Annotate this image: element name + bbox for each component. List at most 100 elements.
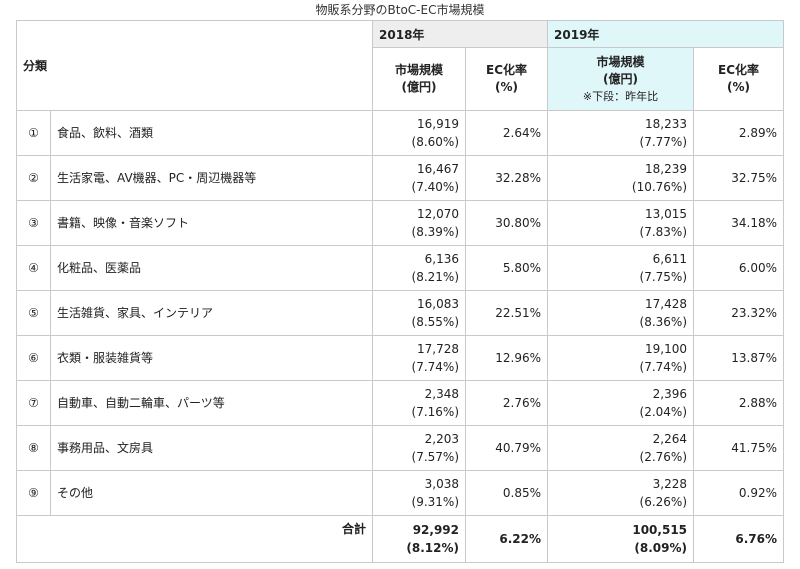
yoy-growth: (7.75%) (639, 270, 688, 284)
ec-rate-2018: 2.76% (465, 380, 549, 426)
row-number: ⑦ (16, 380, 51, 426)
market-size-label: 市場規模 (596, 54, 645, 69)
ec-rate-2019: 13.87% (693, 335, 785, 381)
value: 17,428 (645, 297, 688, 311)
row-number: ① (16, 110, 51, 156)
value: 18,233 (645, 117, 688, 131)
market-size-2019: 13,015 (7.83%) (547, 200, 695, 246)
ec-rate-2019: 34.18% (693, 200, 785, 246)
value: 18,239 (645, 162, 688, 176)
yoy-growth: (7.74%) (411, 360, 460, 374)
total-market-size-2018: 92,992 (8.12%) (372, 515, 467, 563)
market-size-2018: 12,070 (8.39%) (372, 200, 467, 246)
category-name: 生活雑貨、家具、インテリア (49, 290, 374, 336)
percent-label: (%) (495, 80, 519, 94)
yoy-growth: (8.09%) (634, 541, 688, 555)
total-row: 合計 92,992 (8.12%) 6.22% 100,515 (8.09%) 6.… (15, 515, 785, 563)
unit-label: (億円) (401, 80, 437, 94)
header-row-columns: 市場規模 (億円) EC化率 (%) 市場規模 (億円) ※下段：昨年比 EC化… (17, 47, 785, 111)
market-size-label: 市場規模 (395, 63, 444, 77)
value: 3,038 (424, 477, 460, 491)
ec-rate-2018: 5.80% (465, 245, 549, 291)
category-name: 衣類・服装雑貨等 (49, 335, 374, 381)
value: 17,728 (417, 342, 460, 356)
yoy-growth: (8.36%) (639, 315, 688, 329)
table-row: ⑨ その他 3,038 (9.31%) 0.85% 3,228 (6.26%) 0.… (16, 470, 785, 516)
ec-rate-2018: 40.79% (465, 425, 549, 471)
ec-rate-2019-header: EC化率 (%) (693, 47, 785, 111)
table-row: ⑧ 事務用品、文房具 2,203 (7.57%) 40.79% 2,264 (2.7… (16, 425, 785, 471)
row-number: ④ (16, 245, 51, 291)
ec-rate-label: EC化率 (486, 63, 528, 77)
table-row: ④ 化粧品、医薬品 6,136 (8.21%) 5.80% 6,611 (7.75%… (16, 245, 785, 291)
market-size-2019: 18,233 (7.77%) (547, 110, 695, 156)
value: 92,992 (412, 523, 460, 537)
percent-label: (%) (727, 80, 751, 94)
market-size-2019: 6,611 (7.75%) (547, 245, 695, 291)
market-size-2018: 16,083 (8.55%) (372, 290, 467, 336)
ec-rate-2018: 22.51% (465, 290, 549, 336)
yoy-growth: (7.40%) (411, 180, 460, 194)
yoy-growth: (7.16%) (411, 405, 460, 419)
value: 2,203 (424, 432, 460, 446)
value: 19,100 (645, 342, 688, 356)
row-number: ⑧ (16, 425, 51, 471)
market-size-2018: 16,467 (7.40%) (372, 155, 467, 201)
value: 6,136 (424, 252, 460, 266)
ec-rate-2019: 2.88% (693, 380, 785, 426)
total-label: 合計 (15, 515, 374, 563)
yoy-growth: (10.76%) (631, 180, 688, 194)
table-row: ① 食品、飲料、酒類 16,919 (8.60%) 2.64% 18,233 (7.… (16, 110, 785, 156)
market-size-2018-header: 市場規模 (億円) (372, 47, 467, 111)
market-size-2019: 2,396 (2.04%) (547, 380, 695, 426)
ec-rate-label: EC化率 (718, 63, 760, 77)
ec-rate-2019: 6.00% (693, 245, 785, 291)
category-name: 事務用品、文房具 (49, 425, 374, 471)
ec-rate-2018: 30.80% (465, 200, 549, 246)
market-size-2018: 2,348 (7.16%) (372, 380, 467, 426)
yoy-growth: (8.39%) (411, 225, 460, 239)
ec-rate-2018-header: EC化率 (%) (465, 47, 549, 111)
market-size-2018: 6,136 (8.21%) (372, 245, 467, 291)
market-size-2019: 3,228 (6.26%) (547, 470, 695, 516)
category-name: 書籍、映像・音楽ソフト (49, 200, 374, 246)
category-name: 化粧品、医薬品 (49, 245, 374, 291)
market-size-2018: 3,038 (9.31%) (372, 470, 467, 516)
table-row: ② 生活家電、AV機器、PC・周辺機器等 16,467 (7.40%) 32.28… (16, 155, 785, 201)
yoy-growth: (2.04%) (639, 405, 688, 419)
ec-rate-2018: 12.96% (465, 335, 549, 381)
category-name: 自動車、自動二輪車、パーツ等 (49, 380, 374, 426)
ec-rate-2018: 2.64% (465, 110, 549, 156)
ec-rate-2018: 0.85% (465, 470, 549, 516)
value: 100,515 (632, 523, 688, 537)
row-number: ③ (16, 200, 51, 246)
row-number: ② (16, 155, 51, 201)
category-name: 生活家電、AV機器、PC・周辺機器等 (49, 155, 374, 201)
yoy-note: ※下段：昨年比 (582, 89, 659, 103)
value: 16,083 (417, 297, 460, 311)
total-ec-rate-2019: 6.76% (693, 515, 785, 563)
unit-label: (億円) (603, 71, 638, 86)
table-caption: 物販系分野のBtoC-EC市場規模 (315, 3, 485, 17)
category-name: その他 (49, 470, 374, 516)
year-2019-header: 2019年 (547, 20, 785, 48)
ec-rate-2019: 0.92% (693, 470, 785, 516)
value: 16,919 (417, 117, 460, 131)
market-size-table: 分類 2018年 2019年 市場規模 (億円) EC化率 (%) 市場規模 (… (15, 20, 785, 563)
ec-rate-2019: 32.75% (693, 155, 785, 201)
ec-rate-2018: 32.28% (465, 155, 549, 201)
year-2018-header: 2018年 (372, 20, 549, 48)
category-header: 分類 (15, 20, 374, 111)
total-ec-rate-2018: 6.22% (465, 515, 549, 563)
market-size-2018: 17,728 (7.74%) (372, 335, 467, 381)
yoy-growth: (7.83%) (639, 225, 688, 239)
table-row: ⑥ 衣類・服装雑貨等 17,728 (7.74%) 12.96% 19,100 (7… (16, 335, 785, 381)
table-row: ③ 書籍、映像・音楽ソフト 12,070 (8.39%) 30.80% 13,01… (16, 200, 785, 246)
ec-rate-2019: 2.89% (693, 110, 785, 156)
ec-rate-2019: 23.32% (693, 290, 785, 336)
row-number: ⑥ (16, 335, 51, 381)
table-row: ⑦ 自動車、自動二輪車、パーツ等 2,348 (7.16%) 2.76% 2,39… (16, 380, 785, 426)
value: 2,396 (652, 387, 688, 401)
value: 2,348 (424, 387, 460, 401)
yoy-growth: (7.77%) (639, 135, 688, 149)
